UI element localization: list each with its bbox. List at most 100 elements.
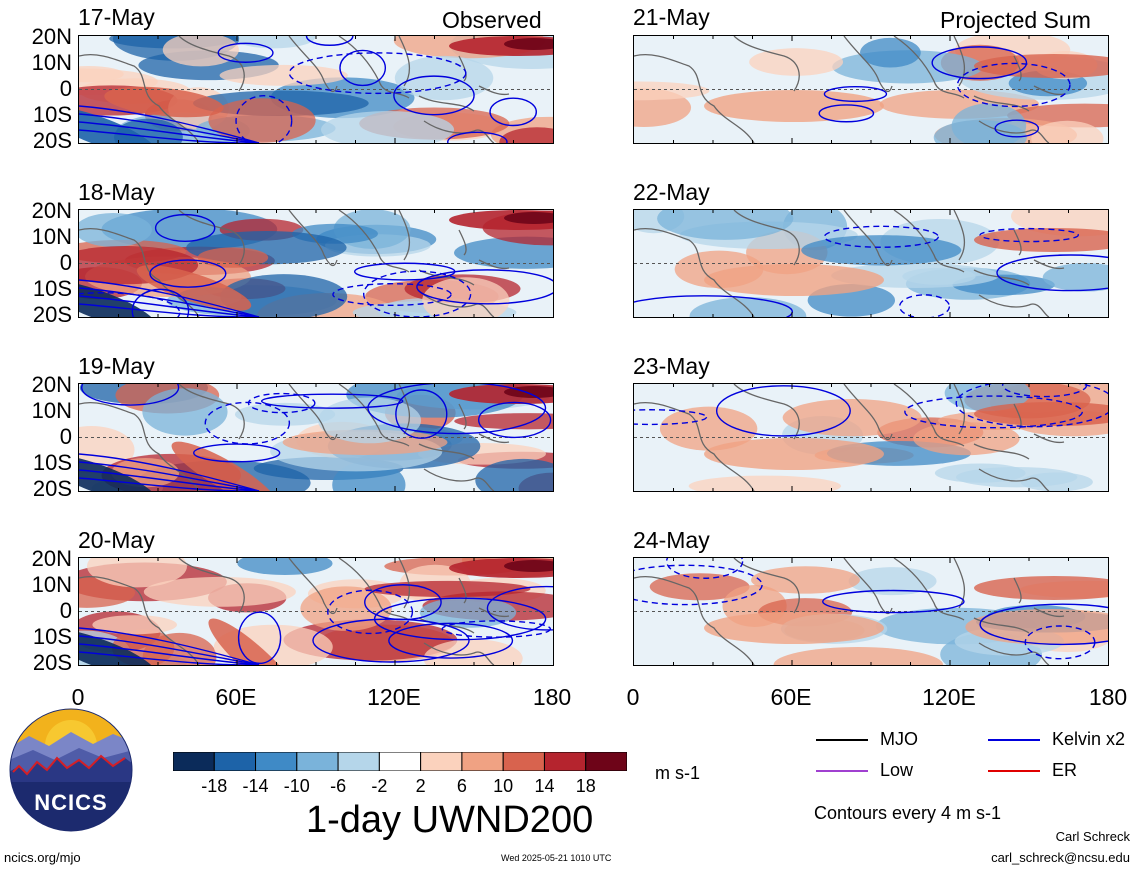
footer-email: carl_schreck@ncsu.edu bbox=[991, 850, 1130, 865]
lat-label: 10S bbox=[32, 102, 72, 127]
colorbar-tick-label: -18 bbox=[201, 776, 228, 796]
colorbar-swatch bbox=[213, 751, 257, 772]
axis-ticks bbox=[118, 36, 514, 143]
projected-map-panel bbox=[633, 383, 1109, 492]
lon-label-left: 180 bbox=[532, 684, 572, 710]
legend-line-swatch bbox=[988, 739, 1040, 741]
lat-label: 0 bbox=[59, 76, 72, 101]
colorbar-tick-label: 2 bbox=[415, 776, 426, 796]
axis-ticks bbox=[118, 210, 514, 317]
uwnd-field bbox=[649, 566, 1108, 665]
coastlines bbox=[634, 558, 1065, 665]
lon-label-left: 120E bbox=[367, 684, 421, 710]
axis-ticks bbox=[118, 384, 514, 491]
lon-label-left: 0 bbox=[71, 684, 85, 710]
kelvin-contours bbox=[79, 384, 552, 491]
lat-label: 20N bbox=[31, 24, 72, 49]
colorbar-tick-label: -6 bbox=[330, 776, 347, 796]
footer-timestamp: Wed 2025-05-21 1010 UTC bbox=[501, 853, 612, 863]
uwnd-field bbox=[79, 384, 553, 491]
colorbar-swatch bbox=[461, 751, 504, 772]
lat-label: 0 bbox=[59, 250, 72, 275]
uwnd-field bbox=[634, 210, 1108, 317]
axis-ticks bbox=[673, 36, 1069, 143]
observed-map-panel bbox=[78, 35, 554, 144]
observed-map-panel bbox=[78, 209, 554, 318]
observed-map-panel bbox=[78, 557, 554, 666]
observed-map-panel bbox=[78, 383, 554, 492]
lat-label: 10N bbox=[31, 398, 72, 423]
lon-label-right: 180 bbox=[1088, 684, 1128, 710]
panel-date-label: 18-May bbox=[78, 179, 155, 205]
lat-label: 10S bbox=[32, 450, 72, 475]
legend-label: Kelvin x2 bbox=[1052, 729, 1126, 749]
lat-label: 0 bbox=[59, 424, 72, 449]
panel-date-label: 17-May bbox=[78, 4, 155, 30]
projected-map-panel bbox=[633, 35, 1109, 144]
kelvin-contours bbox=[818, 46, 1071, 138]
lat-label: 20S bbox=[32, 128, 72, 153]
panel-date-label: 22-May bbox=[633, 179, 710, 205]
colorbar-tick-label: -2 bbox=[371, 776, 388, 796]
legend-label: MJO bbox=[880, 729, 918, 749]
axis-ticks bbox=[673, 384, 1069, 491]
lon-label-right: 60E bbox=[770, 684, 812, 710]
colorbar-swatch bbox=[585, 751, 628, 772]
legend-line-swatch bbox=[816, 739, 868, 741]
footer-author: Carl Schreck bbox=[1055, 829, 1130, 844]
colorbar-swatch bbox=[172, 751, 215, 772]
colorbar-tick-label: -14 bbox=[242, 776, 269, 796]
colorbar-swatch bbox=[420, 751, 463, 772]
lat-label: 10N bbox=[31, 50, 72, 75]
lat-label: 10N bbox=[31, 224, 72, 249]
axis-ticks bbox=[673, 558, 1069, 665]
uwnd-field bbox=[79, 36, 553, 143]
legend-line-swatch bbox=[988, 770, 1040, 772]
panel-date-label: 19-May bbox=[78, 353, 155, 379]
contour-note: Contours every 4 m s-1 bbox=[814, 803, 1002, 823]
projected-map-panel bbox=[633, 557, 1109, 666]
logo-text: NCICS bbox=[34, 790, 108, 815]
kelvin-contours bbox=[79, 584, 553, 665]
axis-ticks bbox=[673, 210, 1069, 317]
lat-label: 10S bbox=[32, 276, 72, 301]
lon-label-right: 120E bbox=[922, 684, 976, 710]
lat-label: 20N bbox=[31, 372, 72, 397]
colorbar-swatch bbox=[296, 751, 339, 772]
lat-label: 10S bbox=[32, 624, 72, 649]
colorbar-swatch bbox=[255, 751, 298, 772]
panel-date-label: 20-May bbox=[78, 527, 155, 553]
lat-label: 20N bbox=[31, 198, 72, 223]
colorbar-swatch bbox=[337, 751, 380, 772]
panel-date-label: 23-May bbox=[633, 353, 710, 379]
colorbar-tick-label: 18 bbox=[575, 776, 596, 796]
kelvin-contours bbox=[79, 36, 537, 143]
footer-site: ncics.org/mjo bbox=[4, 850, 81, 865]
chart-title: 1-day UWND200 bbox=[306, 799, 594, 841]
lat-label: 20S bbox=[32, 302, 72, 327]
legend-label: ER bbox=[1052, 760, 1078, 780]
coastlines bbox=[79, 558, 510, 665]
projected-sum-label: Projected Sum bbox=[940, 7, 1091, 33]
ncics-logo: NCICS bbox=[9, 708, 133, 832]
colorbar-tick-label: -10 bbox=[283, 776, 310, 796]
colorbar-tick-label: 6 bbox=[456, 776, 467, 796]
lat-label: 20S bbox=[32, 650, 72, 675]
panel-date-label: 21-May bbox=[633, 4, 710, 30]
coastlines bbox=[634, 210, 1065, 317]
colorbar bbox=[172, 751, 628, 772]
lon-label-left: 60E bbox=[215, 684, 257, 710]
colorbar-tick-label: 14 bbox=[534, 776, 555, 796]
lat-label: 0 bbox=[59, 598, 72, 623]
axis-ticks bbox=[118, 558, 514, 665]
coastlines bbox=[634, 36, 1065, 143]
lat-label: 20N bbox=[31, 546, 72, 571]
colorbar-swatch bbox=[502, 751, 545, 772]
lat-label: 10N bbox=[31, 572, 72, 597]
uwnd-field bbox=[79, 210, 553, 317]
colorbar-units: m s-1 bbox=[655, 763, 700, 783]
projected-map-panel bbox=[633, 209, 1109, 318]
panel-date-label: 24-May bbox=[633, 527, 710, 553]
coastlines bbox=[634, 384, 1065, 491]
lat-label: 20S bbox=[32, 476, 72, 501]
